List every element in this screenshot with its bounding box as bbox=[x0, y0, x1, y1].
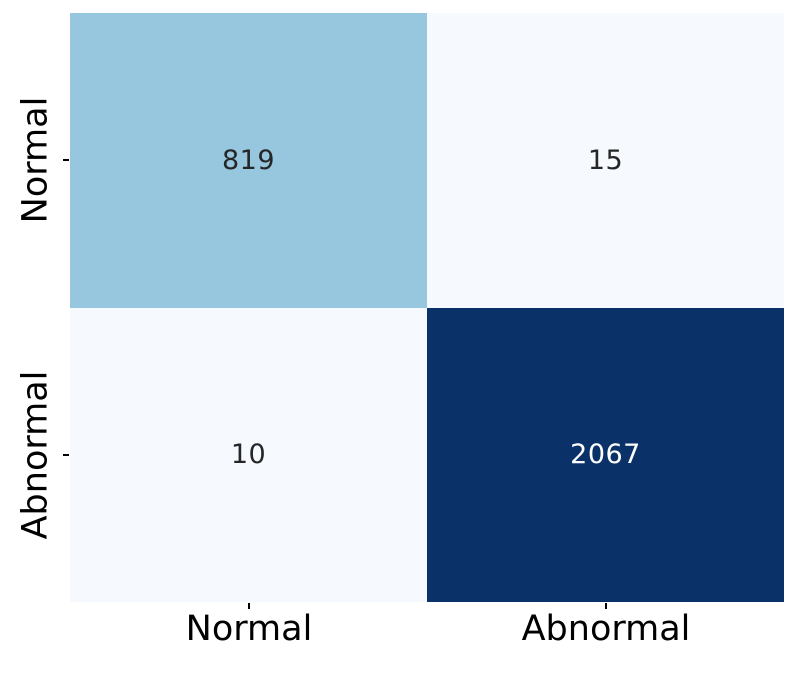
heatmap-grid: 819 15 10 2067 bbox=[70, 13, 784, 602]
cell-abnormal-abnormal: 2067 bbox=[427, 307, 784, 602]
cell-normal-abnormal: 15 bbox=[427, 13, 784, 308]
x-tick-label-abnormal: Abnormal bbox=[521, 609, 691, 649]
y-tick-abnormal bbox=[63, 454, 69, 456]
cell-value: 10 bbox=[230, 439, 267, 471]
x-tick-normal bbox=[248, 603, 250, 609]
cell-abnormal-normal: 10 bbox=[70, 307, 427, 602]
y-tick-label-normal: Normal bbox=[15, 96, 56, 224]
y-tick-label-abnormal: Abnormal bbox=[15, 370, 56, 540]
cell-value: 15 bbox=[587, 144, 624, 176]
cell-value: 819 bbox=[221, 144, 276, 176]
x-tick-label-normal: Normal bbox=[185, 609, 313, 649]
cell-value: 2067 bbox=[570, 439, 641, 471]
x-tick-abnormal bbox=[605, 603, 607, 609]
cell-normal-normal: 819 bbox=[70, 13, 427, 308]
y-tick-normal bbox=[63, 159, 69, 161]
